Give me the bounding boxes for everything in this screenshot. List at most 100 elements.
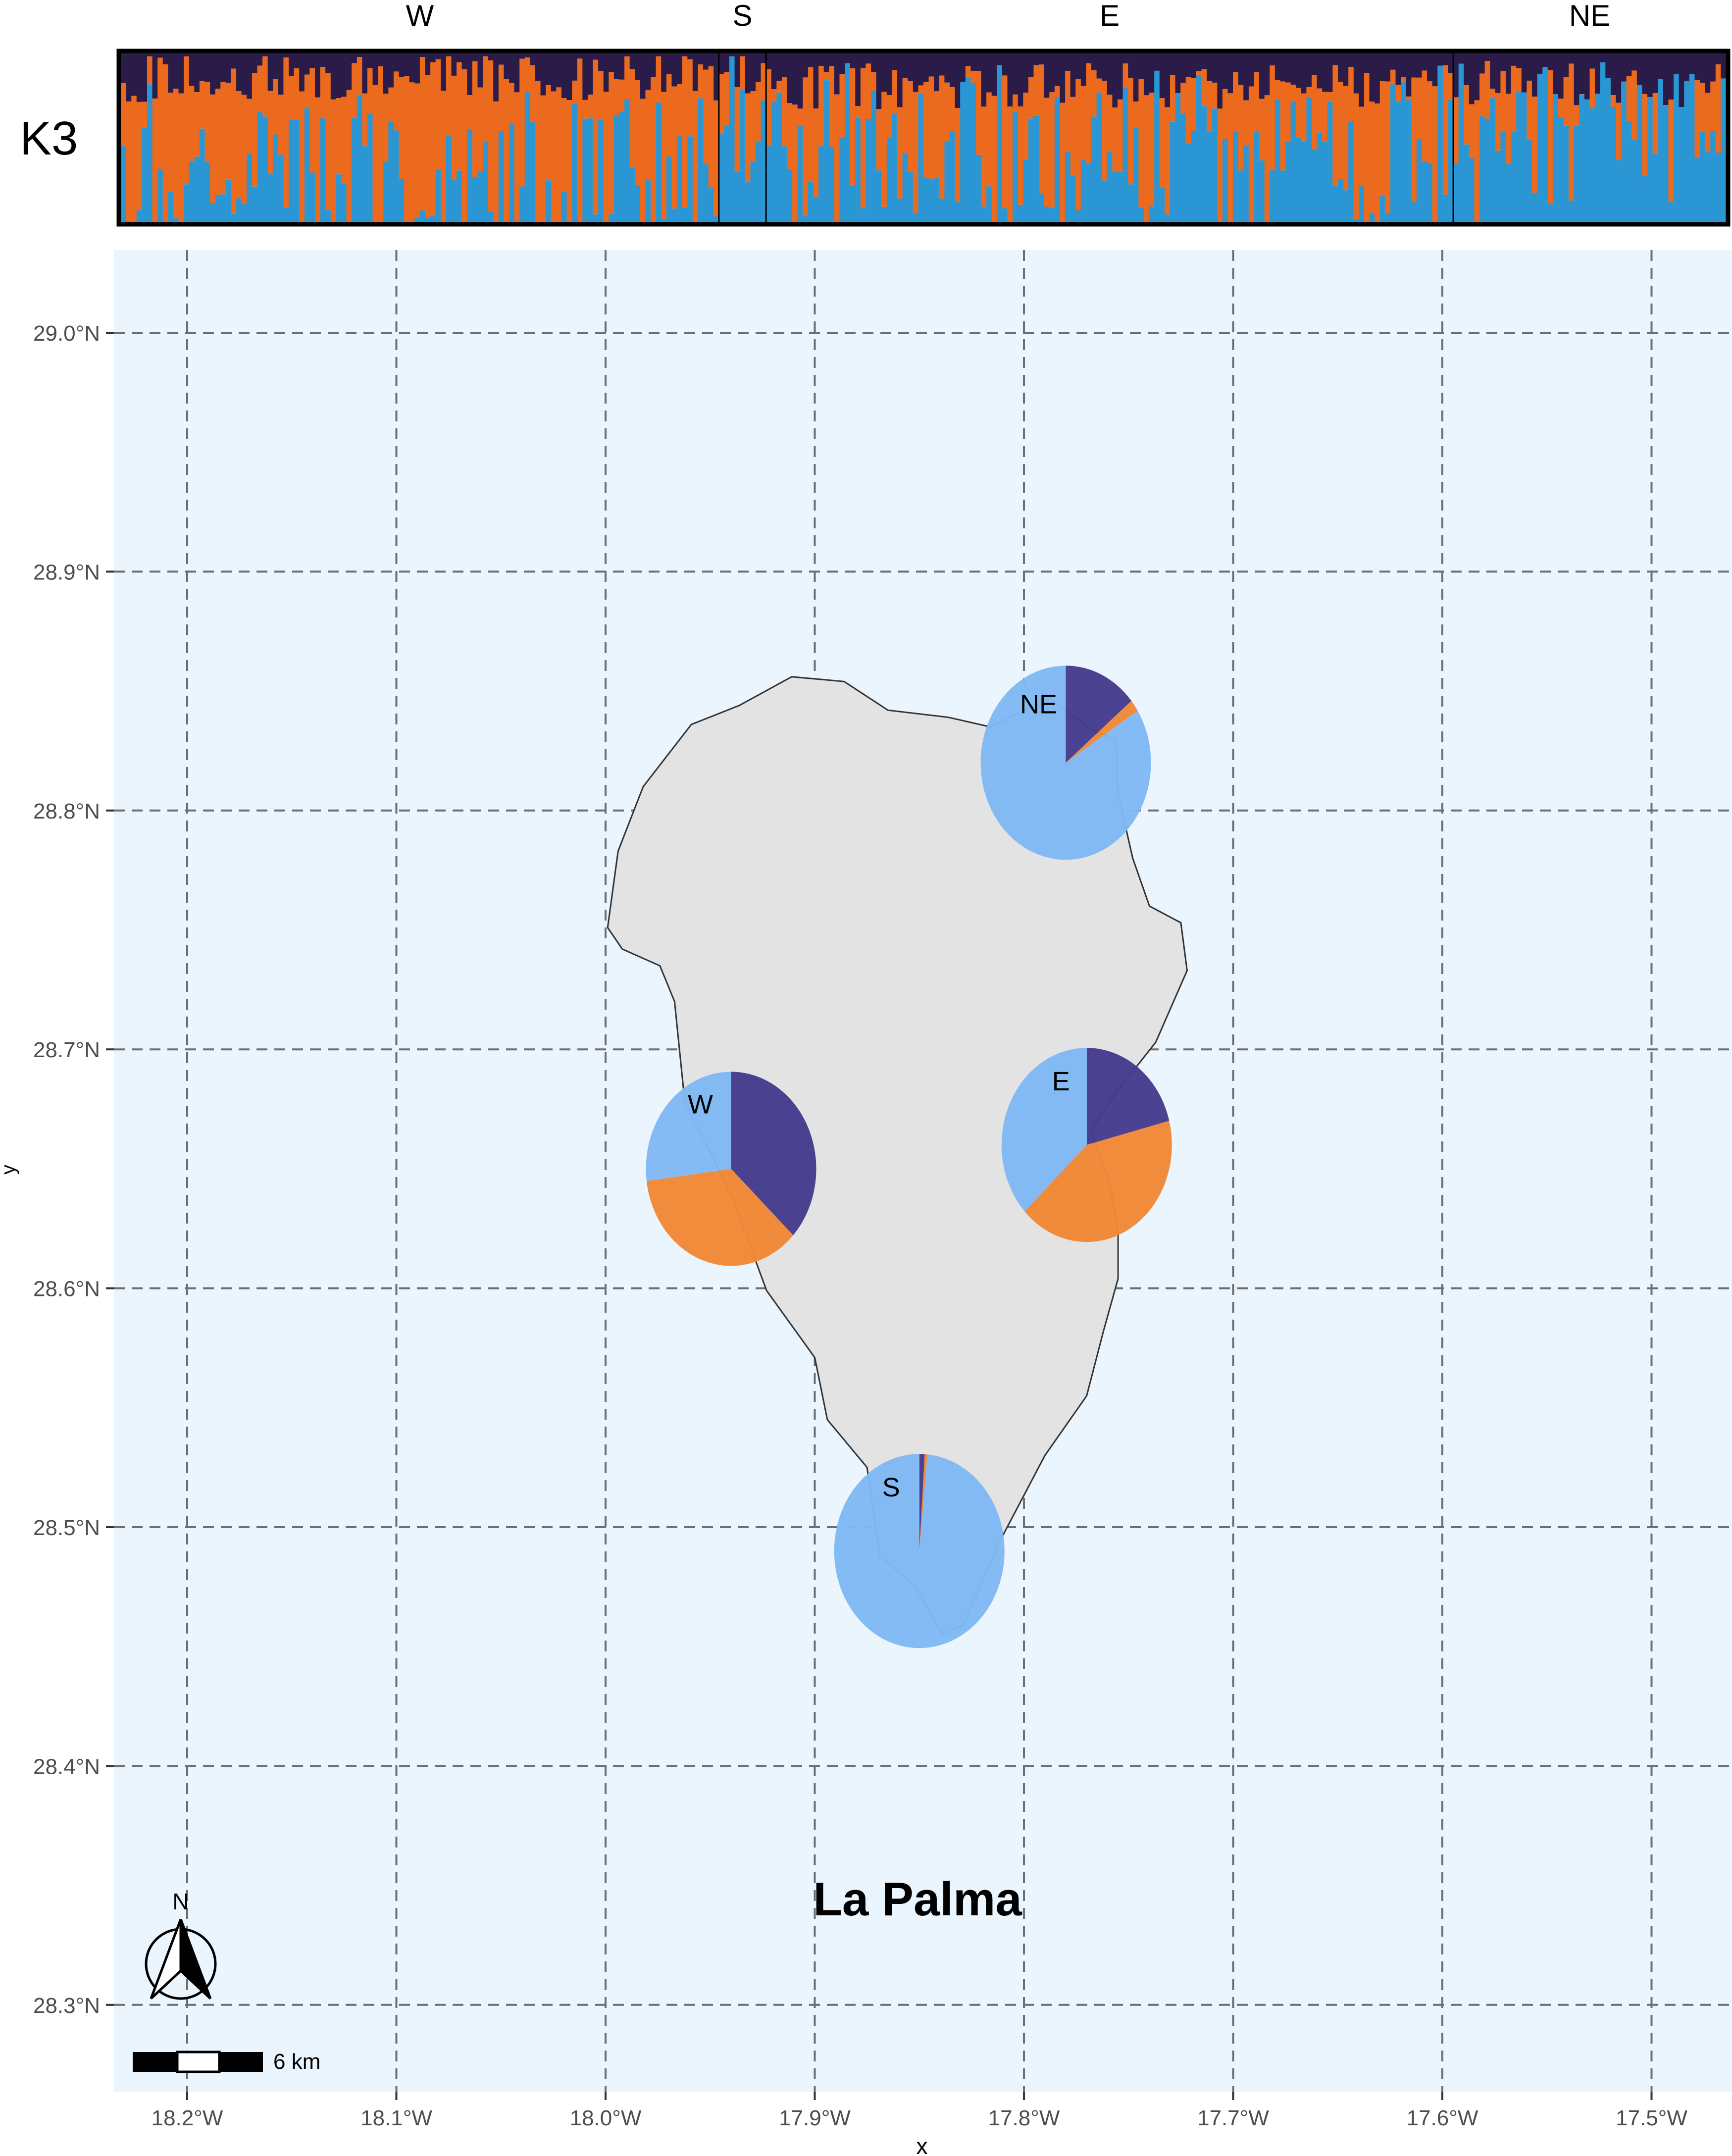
admixture-bar-dark — [797, 53, 803, 109]
admixture-bar-blue — [1663, 105, 1669, 222]
admixture-bar-blue — [923, 178, 929, 222]
admixture-bar-orange — [1500, 71, 1506, 131]
admixture-bar-dark — [1185, 53, 1191, 77]
admixture-bar-orange — [1563, 77, 1569, 126]
admixture-bar-dark — [1065, 53, 1071, 71]
admixture-bar-blue — [656, 103, 662, 222]
admixture-bar-orange — [168, 93, 174, 192]
pie-w: W — [646, 1072, 816, 1266]
admixture-bar-blue — [1395, 101, 1401, 222]
admixture-bar-blue — [803, 215, 809, 222]
admixture-bar-dark — [1636, 53, 1643, 85]
admixture-bar-orange — [587, 95, 594, 118]
admixture-bar-dark — [955, 53, 961, 108]
admixture-bar-orange — [551, 91, 557, 223]
admixture-bar-blue — [1154, 70, 1160, 222]
admixture-bar-orange — [1312, 75, 1318, 150]
admixture-bar-dark — [776, 53, 782, 81]
admixture-bar-blue — [199, 128, 205, 222]
admixture-bar-blue — [1626, 121, 1632, 222]
admixture-bar-dark — [1621, 53, 1627, 82]
admixture-bar-blue — [393, 130, 400, 222]
admixture-bar-orange — [598, 71, 604, 120]
y-tick-label: 28.6°N — [33, 1277, 100, 1301]
admixture-bar-orange — [1091, 70, 1097, 117]
admixture-bar-dark — [493, 53, 499, 102]
admixture-bar-orange — [671, 86, 677, 209]
admixture-bar-dark — [1180, 53, 1186, 83]
admixture-bar-dark — [556, 53, 562, 88]
admixture-bar-orange — [1023, 93, 1029, 160]
admixture-bar-orange — [1207, 81, 1213, 132]
admixture-bar-blue — [357, 95, 362, 223]
admixture-bar-orange — [498, 64, 505, 131]
admixture-bar-orange — [142, 102, 148, 128]
admixture-bar-dark — [803, 53, 809, 78]
admixture-bar-orange — [1112, 107, 1118, 172]
admixture-bar-blue — [981, 206, 987, 222]
admixture-bar-dark — [1521, 53, 1527, 93]
admixture-bar-dark — [1296, 53, 1302, 88]
admixture-bar-blue — [1075, 210, 1081, 222]
pie-slice-blue — [1001, 1048, 1087, 1212]
admixture-bar-dark — [399, 53, 405, 77]
admixture-bar-orange — [666, 74, 672, 157]
admixture-bar-dark — [881, 53, 887, 92]
admixture-bar-orange — [204, 82, 210, 162]
admixture-bar-dark — [1537, 53, 1543, 74]
admixture-bar-dark — [315, 53, 321, 98]
admixture-bar-orange — [561, 98, 567, 192]
admixture-bar-dark — [598, 53, 604, 71]
admixture-bar-dark — [845, 53, 851, 63]
group-labels: W S E NE — [406, 0, 1611, 32]
admixture-bar-dark — [514, 53, 520, 93]
admixture-bar-orange — [1631, 70, 1637, 140]
admixture-bar-blue — [457, 170, 462, 222]
admixture-bar-orange — [635, 80, 641, 185]
admixture-bar-orange — [330, 99, 336, 222]
admixture-bar-orange — [299, 91, 305, 222]
admixture-bar-dark — [1159, 53, 1165, 99]
admixture-bar-orange — [252, 73, 258, 187]
admixture-bar-orange — [829, 66, 835, 147]
admixture-bar-blue — [1506, 164, 1512, 222]
admixture-bar-orange — [1280, 81, 1286, 171]
admixture-bar-orange — [1217, 108, 1223, 222]
admixture-bar-blue — [1180, 113, 1186, 222]
admixture-bar-blue — [267, 174, 273, 222]
admixture-bar-dark — [283, 53, 289, 58]
admixture-bar-orange — [1411, 77, 1417, 203]
admixture-bar-dark — [1668, 53, 1674, 100]
admixture-bar-dark — [561, 53, 567, 99]
admixture-bar-dark — [1364, 53, 1370, 73]
admixture-bar-dark — [1086, 53, 1092, 64]
admixture-bar-orange — [939, 75, 945, 199]
admixture-bar-blue — [362, 146, 368, 222]
admixture-bar-blue — [488, 211, 494, 222]
y-tick-label: 28.5°N — [33, 1516, 100, 1540]
admixture-bar-orange — [593, 59, 599, 215]
admixture-bar-orange — [1080, 86, 1087, 159]
admixture-bar-orange — [902, 78, 908, 153]
admixture-bar-dark — [1589, 53, 1595, 69]
admixture-bar-blue — [645, 179, 651, 222]
admixture-bar-orange — [173, 89, 179, 218]
admixture-bar-blue — [1207, 132, 1213, 222]
admixture-bar-orange — [461, 69, 467, 222]
admixture-bar-blue — [960, 82, 966, 223]
admixture-bar-blue — [698, 98, 704, 222]
admixture-bar-orange — [698, 64, 704, 99]
admixture-bar-dark — [1721, 53, 1727, 79]
admixture-bar-dark — [461, 53, 467, 70]
admixture-bar-orange — [923, 82, 929, 178]
admixture-bar-dark — [613, 53, 620, 79]
admixture-bar-orange — [955, 108, 961, 202]
admixture-bar-dark — [1107, 53, 1113, 95]
admixture-bar-blue — [1296, 137, 1302, 222]
admixture-bar-dark — [1207, 53, 1213, 82]
admixture-bar-blue — [147, 84, 153, 223]
admixture-bar-dark — [713, 53, 719, 101]
admixture-bar-orange — [225, 83, 232, 180]
admixture-bar-orange — [1122, 63, 1128, 88]
admixture-bar-orange — [823, 72, 829, 81]
